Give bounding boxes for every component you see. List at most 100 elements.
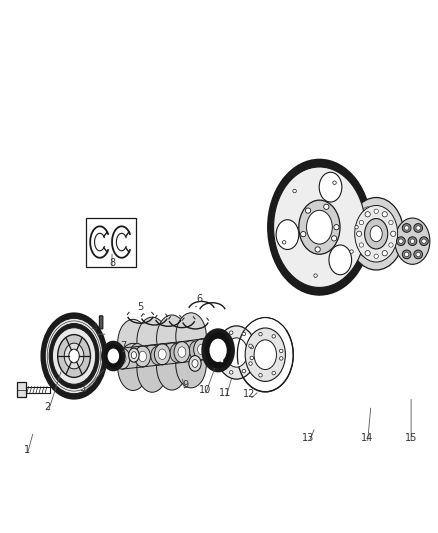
Circle shape bbox=[324, 204, 329, 209]
Circle shape bbox=[399, 239, 403, 244]
Circle shape bbox=[314, 274, 317, 277]
Wedge shape bbox=[237, 333, 265, 365]
Circle shape bbox=[374, 254, 378, 259]
Circle shape bbox=[365, 212, 370, 217]
Ellipse shape bbox=[154, 344, 170, 365]
Circle shape bbox=[230, 370, 233, 374]
Circle shape bbox=[300, 231, 306, 237]
Circle shape bbox=[242, 332, 246, 336]
Circle shape bbox=[396, 237, 405, 246]
Circle shape bbox=[402, 250, 411, 259]
Ellipse shape bbox=[203, 330, 233, 370]
Text: 9: 9 bbox=[182, 380, 188, 390]
Ellipse shape bbox=[103, 343, 124, 369]
Ellipse shape bbox=[139, 351, 147, 362]
Circle shape bbox=[391, 231, 396, 236]
Circle shape bbox=[389, 243, 393, 247]
Circle shape bbox=[249, 362, 252, 365]
Circle shape bbox=[404, 226, 409, 230]
Ellipse shape bbox=[58, 335, 90, 377]
Circle shape bbox=[333, 181, 336, 184]
Ellipse shape bbox=[274, 167, 365, 287]
Circle shape bbox=[382, 212, 387, 217]
Ellipse shape bbox=[131, 352, 137, 359]
Circle shape bbox=[279, 349, 283, 353]
Text: 5: 5 bbox=[137, 302, 144, 312]
Ellipse shape bbox=[49, 324, 99, 389]
Circle shape bbox=[242, 369, 246, 373]
Ellipse shape bbox=[349, 198, 404, 270]
Text: 4: 4 bbox=[92, 324, 98, 334]
Circle shape bbox=[374, 209, 378, 214]
Circle shape bbox=[315, 247, 320, 252]
Ellipse shape bbox=[118, 319, 148, 367]
Ellipse shape bbox=[135, 346, 150, 367]
Circle shape bbox=[259, 333, 262, 336]
Circle shape bbox=[272, 335, 276, 338]
Circle shape bbox=[414, 250, 423, 259]
Text: 15: 15 bbox=[405, 433, 417, 442]
Circle shape bbox=[279, 357, 283, 360]
Circle shape bbox=[305, 208, 311, 213]
Ellipse shape bbox=[156, 315, 187, 362]
Ellipse shape bbox=[268, 159, 371, 295]
Ellipse shape bbox=[245, 328, 286, 382]
Circle shape bbox=[422, 239, 426, 244]
Circle shape bbox=[416, 252, 420, 256]
Ellipse shape bbox=[137, 317, 167, 364]
Ellipse shape bbox=[151, 346, 165, 365]
Bar bbox=[86, 217, 136, 266]
Ellipse shape bbox=[217, 341, 225, 351]
Circle shape bbox=[404, 252, 409, 256]
Circle shape bbox=[283, 240, 286, 244]
Text: 6: 6 bbox=[196, 294, 202, 304]
Ellipse shape bbox=[299, 200, 340, 254]
Ellipse shape bbox=[355, 206, 398, 262]
Circle shape bbox=[220, 359, 224, 362]
Ellipse shape bbox=[395, 218, 430, 264]
Ellipse shape bbox=[189, 356, 201, 372]
Ellipse shape bbox=[118, 353, 126, 364]
Circle shape bbox=[272, 372, 276, 375]
Text: 12: 12 bbox=[244, 389, 256, 399]
Ellipse shape bbox=[189, 341, 203, 360]
Circle shape bbox=[410, 239, 415, 244]
Circle shape bbox=[414, 223, 423, 232]
Ellipse shape bbox=[226, 338, 247, 367]
Ellipse shape bbox=[118, 343, 148, 391]
Ellipse shape bbox=[114, 348, 130, 369]
Ellipse shape bbox=[41, 313, 107, 399]
Text: 1: 1 bbox=[24, 445, 30, 455]
Circle shape bbox=[259, 374, 262, 377]
FancyBboxPatch shape bbox=[99, 316, 103, 329]
Ellipse shape bbox=[192, 359, 198, 367]
Ellipse shape bbox=[178, 347, 186, 357]
Bar bbox=[17, 382, 26, 398]
Ellipse shape bbox=[130, 343, 145, 362]
Circle shape bbox=[408, 237, 417, 246]
Ellipse shape bbox=[254, 340, 276, 369]
Ellipse shape bbox=[174, 342, 190, 362]
Text: 8: 8 bbox=[109, 258, 115, 268]
Ellipse shape bbox=[329, 245, 352, 274]
Circle shape bbox=[350, 250, 353, 253]
Ellipse shape bbox=[216, 326, 257, 379]
Circle shape bbox=[355, 225, 358, 229]
Ellipse shape bbox=[237, 318, 293, 392]
Text: 13: 13 bbox=[302, 433, 314, 442]
Circle shape bbox=[293, 189, 297, 193]
Ellipse shape bbox=[319, 172, 342, 202]
Ellipse shape bbox=[137, 345, 167, 392]
Ellipse shape bbox=[108, 349, 119, 364]
Circle shape bbox=[357, 231, 362, 236]
Circle shape bbox=[382, 251, 387, 256]
Ellipse shape bbox=[129, 348, 139, 362]
Circle shape bbox=[420, 237, 428, 246]
Ellipse shape bbox=[176, 341, 206, 388]
Text: 2: 2 bbox=[45, 402, 51, 412]
Circle shape bbox=[250, 356, 254, 360]
Circle shape bbox=[359, 220, 364, 225]
Ellipse shape bbox=[213, 335, 229, 357]
Ellipse shape bbox=[69, 349, 79, 363]
Ellipse shape bbox=[45, 318, 103, 394]
